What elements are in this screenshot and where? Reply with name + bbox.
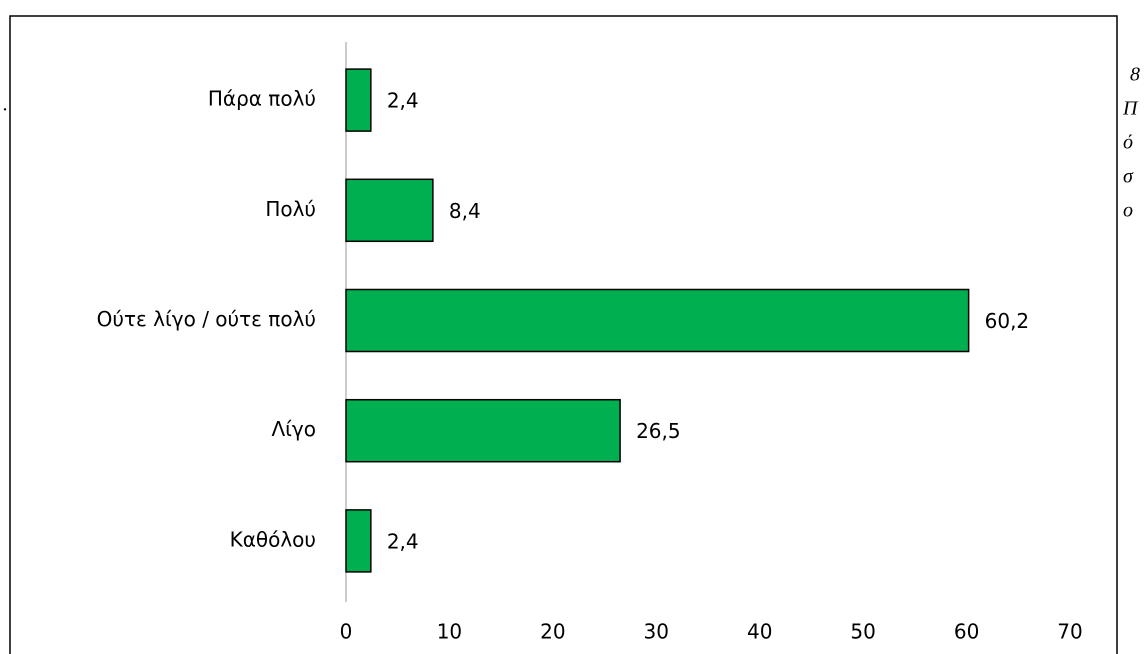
data-label: 60,2 [985, 309, 1030, 333]
x-tick-label: 50 [850, 620, 875, 644]
side-text: 8 [1130, 64, 1140, 86]
x-tick-label: 30 [644, 620, 669, 644]
data-label: 26,5 [636, 419, 681, 443]
data-label: 2,4 [387, 529, 419, 553]
bar [345, 509, 372, 573]
side-text: ό [1123, 132, 1133, 154]
y-tick-label: Πολύ [265, 197, 316, 221]
x-tick-label: 40 [747, 620, 772, 644]
x-tick-label: 70 [1057, 620, 1082, 644]
y-tick-label: Λίγο [271, 417, 316, 441]
chart-frame [9, 15, 1118, 654]
side-text: Π [1122, 98, 1139, 120]
x-tick-label: 60 [954, 620, 979, 644]
side-text: ο [1123, 200, 1133, 222]
side-text: σ [1123, 166, 1134, 188]
bar [345, 398, 621, 463]
bar [345, 68, 372, 132]
stray-mark: . [3, 94, 8, 116]
bar [345, 178, 434, 243]
y-tick-label: Καθόλου [230, 527, 316, 551]
y-tick-label: Πάρα πολύ [208, 87, 316, 111]
x-tick-label: 0 [340, 620, 353, 644]
data-label: 8,4 [449, 199, 481, 223]
bar [345, 288, 970, 353]
x-tick-label: 20 [540, 620, 565, 644]
x-tick-label: 10 [437, 620, 462, 644]
y-tick-label: Ούτε λίγο / ούτε πολύ [97, 307, 316, 331]
data-label: 2,4 [387, 89, 419, 113]
